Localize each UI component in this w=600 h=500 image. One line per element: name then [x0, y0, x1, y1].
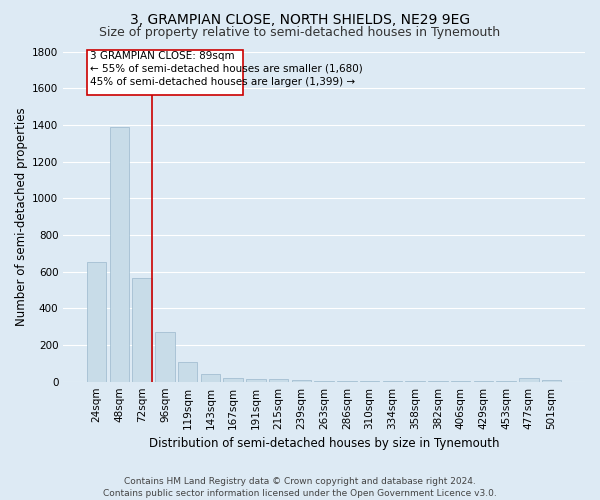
Bar	[223, 378, 243, 382]
Bar	[133, 278, 152, 382]
Text: Contains HM Land Registry data © Crown copyright and database right 2024.
Contai: Contains HM Land Registry data © Crown c…	[103, 476, 497, 498]
Bar	[87, 262, 106, 382]
Bar	[178, 362, 197, 382]
Bar	[337, 381, 356, 382]
Bar	[201, 374, 220, 382]
Y-axis label: Number of semi-detached properties: Number of semi-detached properties	[15, 108, 28, 326]
Bar	[246, 380, 266, 382]
Bar	[360, 381, 379, 382]
FancyBboxPatch shape	[87, 50, 243, 95]
Text: 3, GRAMPIAN CLOSE, NORTH SHIELDS, NE29 9EG: 3, GRAMPIAN CLOSE, NORTH SHIELDS, NE29 9…	[130, 12, 470, 26]
Bar	[292, 380, 311, 382]
Bar	[155, 332, 175, 382]
X-axis label: Distribution of semi-detached houses by size in Tynemouth: Distribution of semi-detached houses by …	[149, 437, 499, 450]
Text: 45% of semi-detached houses are larger (1,399) →: 45% of semi-detached houses are larger (…	[90, 77, 355, 87]
Text: Size of property relative to semi-detached houses in Tynemouth: Size of property relative to semi-detach…	[100, 26, 500, 39]
Text: 3 GRAMPIAN CLOSE: 89sqm: 3 GRAMPIAN CLOSE: 89sqm	[90, 51, 235, 61]
Bar	[519, 378, 539, 382]
Bar	[314, 380, 334, 382]
Bar	[269, 380, 289, 382]
Bar	[542, 380, 561, 382]
Text: ← 55% of semi-detached houses are smaller (1,680): ← 55% of semi-detached houses are smalle…	[90, 64, 363, 74]
Bar	[110, 126, 129, 382]
